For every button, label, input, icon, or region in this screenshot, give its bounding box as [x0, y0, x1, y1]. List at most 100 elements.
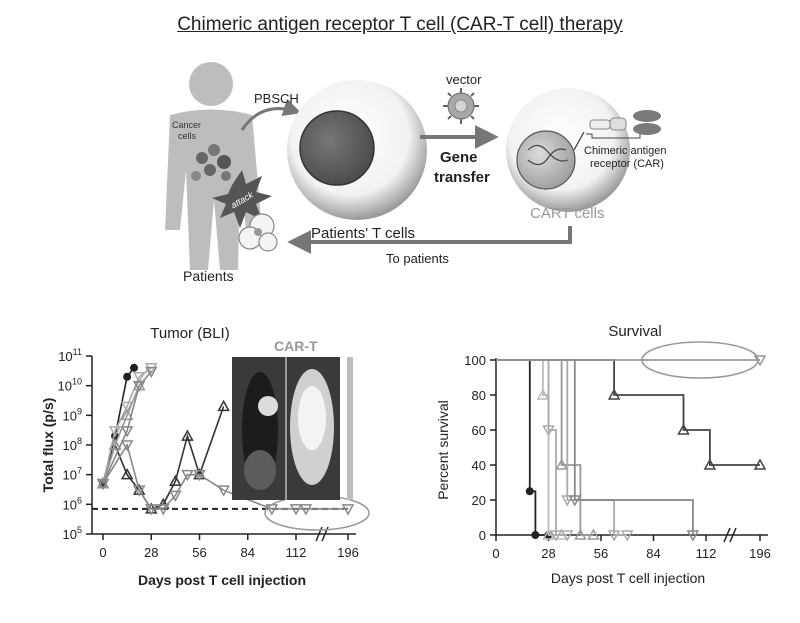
tumor-point [144, 366, 158, 379]
car-label-1: Chimeric antigen [584, 145, 667, 157]
tumor-ytick-label: 1010 [58, 377, 82, 394]
tumor-point [120, 401, 134, 413]
survival-chart-title: Survival [608, 323, 661, 340]
survival-point [703, 458, 717, 470]
survival-highlight-ellipse [641, 341, 759, 379]
survival-xlabel: Days post T cell injection [551, 570, 705, 586]
survival-series-5 [496, 359, 700, 542]
tumor-ylabel: Total flux (p/s) [40, 398, 56, 493]
survival-point [525, 487, 534, 496]
tumor-ytick-label: 1011 [58, 347, 82, 364]
tumor-series-3 [96, 379, 146, 489]
survival-ytick-label: 40 [472, 458, 486, 473]
survival-ylabel: Percent survival [435, 400, 451, 500]
survival-point [607, 388, 621, 400]
survival-ytick-label: 100 [464, 353, 486, 368]
tumor-point [132, 485, 146, 497]
survival-xtick-label: 56 [594, 546, 608, 561]
axis-break-right [723, 527, 737, 543]
survival-series-6 [496, 359, 767, 470]
survival-series-7 [496, 355, 767, 367]
survival-series-4 [496, 359, 634, 542]
survival-xtick-label: 112 [696, 546, 717, 561]
survival-chart: Survival 0 20 40 60 80 100 0 28 56 84 112 196 Perc… [435, 323, 771, 586]
tumor-xtick-label: 196 [337, 545, 359, 560]
tumor-series-5 [96, 440, 355, 516]
tumor-ytick-label: 108 [63, 436, 82, 453]
tumor-point [120, 408, 134, 421]
survival-point [574, 528, 587, 540]
survival-point [555, 458, 568, 470]
survival-ytick-label: 60 [472, 423, 486, 438]
tumor-point [120, 426, 134, 438]
car-label-2: receptor (CAR) [590, 158, 664, 170]
tumor-point [132, 380, 146, 393]
tumor-chart-title: Tumor (BLI) [150, 325, 229, 342]
survival-series-line [496, 359, 562, 536]
tumor-ytick-label: 109 [63, 406, 82, 423]
cart-cells-label: CART cells [530, 205, 604, 222]
survival-series-line [496, 359, 594, 536]
survival-xtick-label: 28 [541, 546, 555, 561]
cancer-cells-cluster [191, 144, 231, 181]
tumor-highlight-ellipse [264, 495, 370, 531]
tumor-point [120, 468, 134, 480]
patient-figure [165, 62, 262, 270]
tumor-xtick-label: 28 [144, 545, 158, 560]
tumor-point [169, 474, 182, 486]
tumor-point [120, 440, 134, 452]
vector-virus-icon [443, 88, 479, 124]
survival-point [677, 423, 690, 435]
tumor-series-0 [99, 363, 139, 488]
tumor-series-1 [96, 399, 230, 514]
survival-point [542, 425, 555, 437]
t-cells-attacking [238, 213, 278, 252]
figure-title: Chimeric antigen receptor T cell (CAR-T … [177, 14, 623, 35]
tumor-point [108, 438, 122, 450]
tumor-point [169, 490, 182, 502]
survival-point [753, 458, 767, 470]
tumor-point [132, 371, 146, 384]
survival-point [686, 530, 700, 542]
survival-series-3 [496, 359, 600, 540]
survival-point [560, 495, 574, 507]
tumor-point [341, 504, 355, 516]
gene-transfer-label-1: Gene [440, 149, 478, 166]
survival-ytick-label: 20 [472, 493, 486, 508]
tumor-xtick-label: 112 [286, 545, 307, 560]
patients-t-cells-label: Patients' T cells [311, 225, 415, 242]
cancer-cells-label-1: Cancer [172, 120, 201, 130]
to-patients-label: To patients [386, 251, 449, 266]
car-receptor-icon [573, 110, 661, 151]
survival-ytick-label: 80 [472, 388, 486, 403]
tumor-point [144, 504, 158, 516]
tumor-point [289, 504, 303, 516]
tumor-point [217, 399, 230, 412]
tumor-point [193, 469, 206, 482]
to-patients-arrow [287, 226, 572, 254]
cancer-cells-label-2: cells [178, 131, 197, 141]
survival-xtick-label: 84 [646, 546, 660, 561]
survival-point [542, 528, 555, 540]
tumor-series-line [102, 370, 152, 484]
tumor-series-line [102, 406, 225, 510]
pbsch-arrow [240, 98, 302, 131]
tumor-point [144, 363, 158, 375]
tumor-xtick-label: 0 [99, 545, 106, 560]
car-t-cell [506, 88, 630, 212]
tumor-series-line [102, 385, 140, 484]
survival-point [560, 530, 574, 542]
patients-label: Patients [183, 268, 234, 284]
tumor-point [123, 372, 132, 381]
tumor-point [217, 485, 230, 497]
survival-point [536, 388, 550, 400]
survival-point [607, 530, 621, 542]
survival-point [531, 531, 540, 539]
tumor-chart: Tumor (BLI) 105 106 107 108 109 1010 1011 0 28 5… [40, 325, 370, 588]
survival-point [620, 530, 634, 542]
car-t-inset-image [232, 357, 353, 500]
tumor-ytick-label: 105 [63, 525, 82, 542]
tumor-point [96, 478, 110, 491]
survival-xtick-label: 0 [492, 546, 499, 561]
tumor-xlabel: Days post T cell injection [138, 572, 306, 588]
